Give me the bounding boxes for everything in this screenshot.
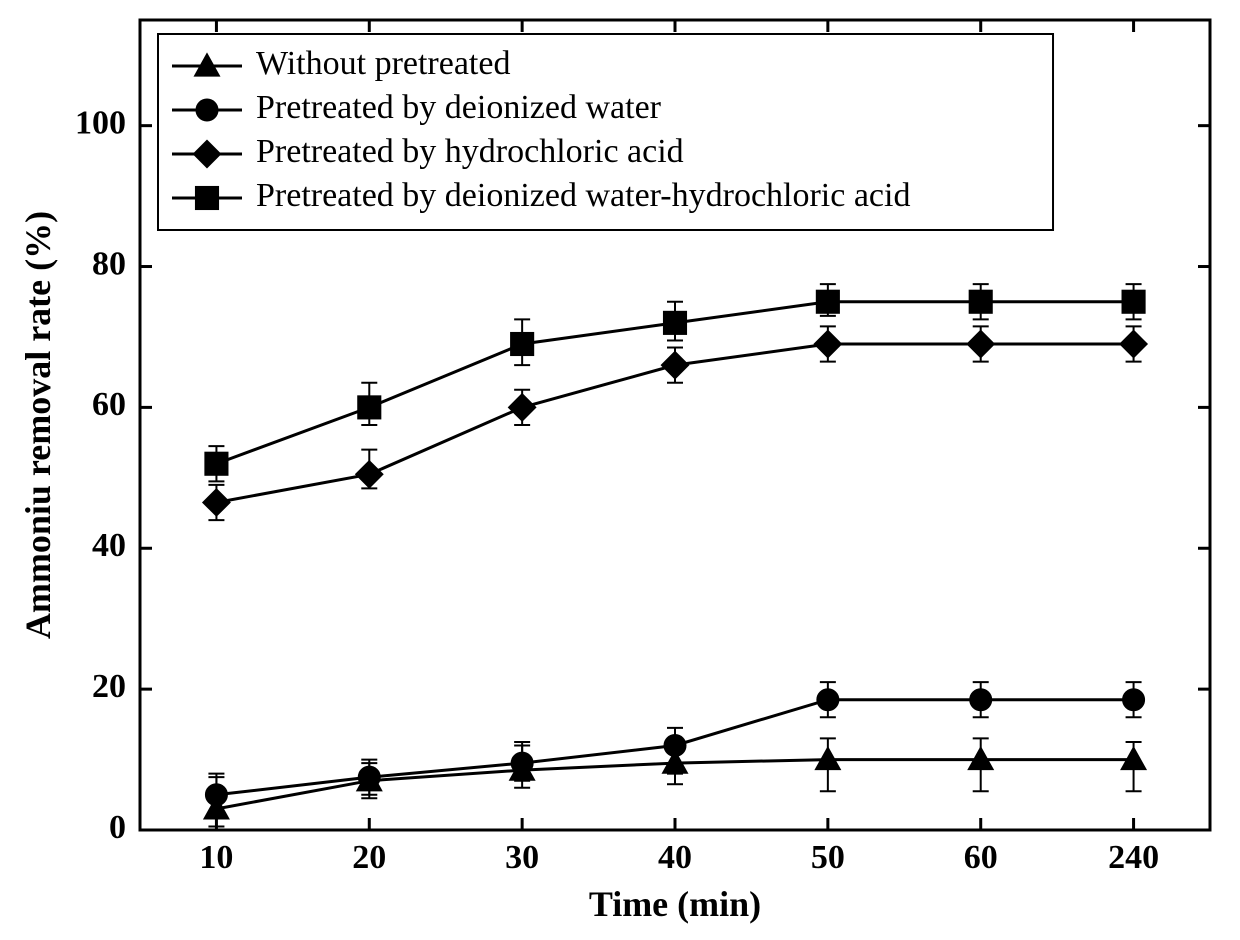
- marker-square-icon: [816, 290, 839, 313]
- marker-circle-icon: [205, 784, 227, 806]
- y-tick-label: 0: [109, 809, 126, 846]
- x-tick-label: 20: [352, 839, 386, 876]
- x-tick-label: 10: [199, 839, 233, 876]
- marker-circle-icon: [970, 689, 992, 711]
- legend: Without pretreated Pretreated by deionize…: [158, 34, 1053, 230]
- legend-label: Pretreated by hydrochloric acid: [256, 133, 684, 170]
- x-tick-label: 30: [505, 839, 539, 876]
- y-tick-label: 80: [92, 245, 126, 282]
- y-tick-label: 60: [92, 386, 126, 423]
- legend-marker-square-icon: [195, 186, 218, 209]
- y-tick-label: 40: [92, 527, 126, 564]
- marker-square-icon: [205, 452, 228, 475]
- x-tick-label: 240: [1108, 839, 1159, 876]
- legend-marker-circle-icon: [196, 99, 218, 121]
- legend-label: Without pretreated: [256, 45, 510, 82]
- x-tick-label: 40: [658, 839, 692, 876]
- x-axis-label: Time (min): [589, 884, 761, 924]
- legend-label: Pretreated by deionized water-hydrochlor…: [256, 177, 910, 214]
- legend-label: Pretreated by deionized water: [256, 89, 662, 126]
- y-tick-label: 100: [75, 104, 126, 141]
- marker-square-icon: [358, 396, 381, 419]
- chart-container: 0 20 40 60 80 100 10 20 30 40 50 60 240 Time (min) Amm…: [0, 0, 1240, 940]
- marker-square-icon: [969, 290, 992, 313]
- marker-square-icon: [1122, 290, 1145, 313]
- marker-square-icon: [511, 332, 534, 355]
- y-axis-label: Ammoniu removal rate (%): [18, 211, 58, 639]
- marker-circle-icon: [664, 734, 686, 756]
- y-tick-label: 20: [92, 668, 126, 705]
- marker-circle-icon: [817, 689, 839, 711]
- marker-circle-icon: [1123, 689, 1145, 711]
- marker-square-icon: [663, 311, 686, 334]
- marker-circle-icon: [358, 766, 380, 788]
- ammonium-removal-chart: 0 20 40 60 80 100 10 20 30 40 50 60 240 Time (min) Amm…: [0, 0, 1240, 940]
- marker-circle-icon: [511, 752, 533, 774]
- x-tick-label: 50: [811, 839, 845, 876]
- x-tick-label: 60: [964, 839, 998, 876]
